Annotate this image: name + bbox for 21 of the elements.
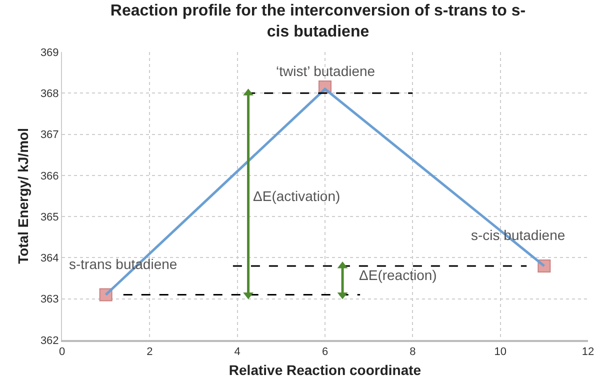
x-tick-label: 8 [410, 346, 416, 358]
x-tick-label: 2 [146, 346, 153, 358]
y-tick-label: 362 [40, 334, 59, 347]
y-tick-label: 369 [40, 46, 59, 59]
y-axis-title: Total Energy/ kJ/mol [15, 128, 32, 264]
x-tick-label: 6 [322, 346, 328, 358]
annotation: ‘twist’ butadiene [276, 63, 376, 79]
x-tick-label: 0 [58, 346, 66, 358]
y-tick-label: 368 [40, 88, 59, 100]
y-tick-label: 367 [40, 129, 59, 142]
y-tick-label: 365 [40, 211, 59, 224]
x-tick-label: 12 [582, 346, 594, 358]
y-tick-label: 364 [40, 252, 59, 265]
annotation: ΔE(reaction) [359, 267, 437, 283]
x-axis-title: Relative Reaction coordinate [228, 362, 422, 378]
x-tick-label: 10 [494, 346, 506, 358]
y-tick-label: 366 [40, 170, 59, 182]
annotation: ΔE(activation) [253, 188, 340, 204]
chart-title: Reaction profile for the interconversion of s-trans to s- cis butadiene [110, 2, 526, 40]
x-tick-label: 4 [234, 346, 240, 358]
y-tick-label: 363 [40, 294, 59, 306]
